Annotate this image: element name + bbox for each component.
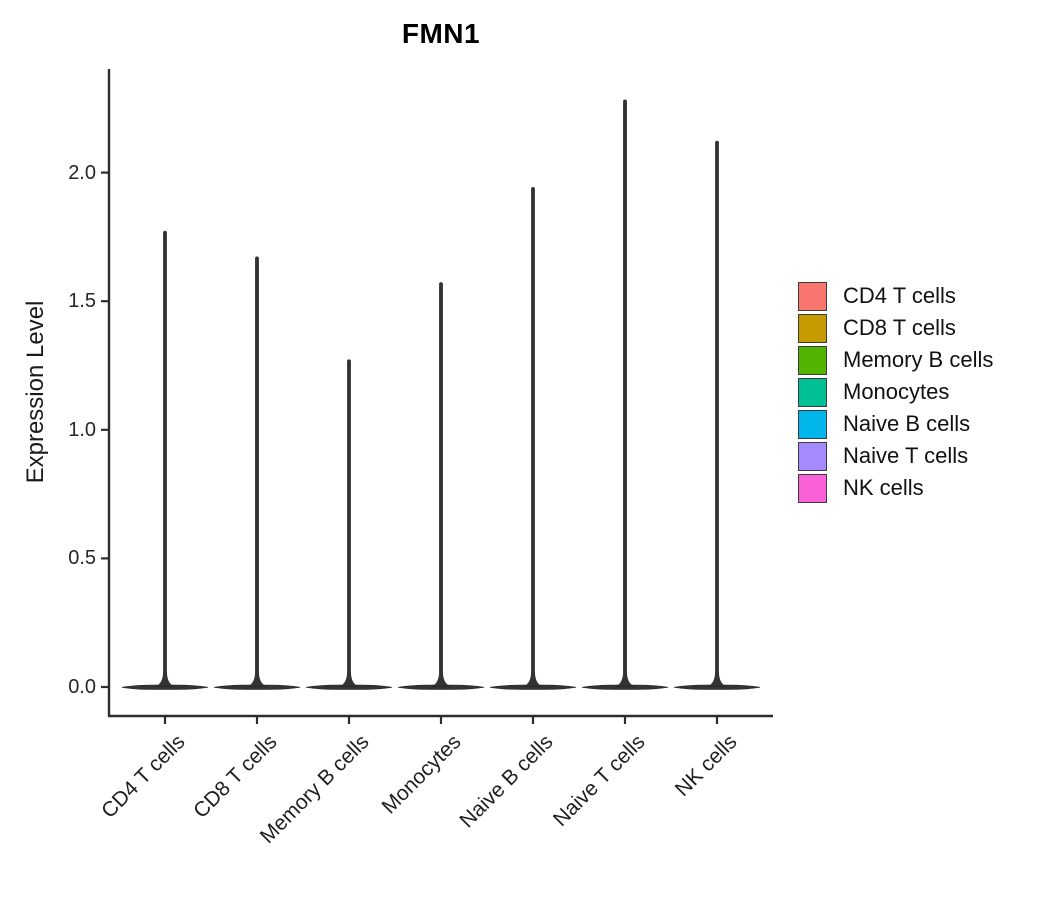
- legend-color-swatch: [798, 409, 827, 439]
- legend-color-swatch: [798, 473, 827, 503]
- y-tick-label: 0.0: [68, 676, 96, 698]
- y-tick-label: 1.0: [68, 418, 96, 441]
- legend-item-label: CD8 T cells: [843, 315, 956, 340]
- legend-color-swatch: [798, 345, 827, 375]
- violin-spike-Naive B cells: [523, 186, 543, 687]
- legend-item-label: NK cells: [843, 475, 924, 500]
- legend-color-swatch: [798, 441, 827, 471]
- violin-base-Naive B cells: [489, 684, 577, 690]
- violin-spike-NK cells: [707, 140, 727, 687]
- legend-item: CD8 T cells: [798, 313, 993, 343]
- legend-item-label: Memory B cells: [843, 347, 994, 372]
- legend-item-label: Naive T cells: [843, 443, 969, 468]
- y-tick-label: 1.5: [68, 290, 96, 313]
- y-tick-label: 0.5: [68, 547, 96, 570]
- violin-base-NK cells: [673, 684, 761, 690]
- legend-item: Monocytes: [798, 377, 993, 407]
- violin-spike-Memory B cells: [339, 359, 359, 687]
- violin-spike-CD4 T cells: [155, 230, 175, 687]
- legend-item-label: Monocytes: [843, 379, 950, 404]
- violin-base-CD4 T cells: [121, 684, 209, 690]
- violin-base-CD8 T cells: [213, 684, 301, 690]
- legend-color-swatch: [798, 377, 827, 407]
- violin-base-Naive T cells: [581, 684, 669, 690]
- legend-item: Naive B cells: [798, 409, 993, 439]
- violin-base-Monocytes: [397, 684, 485, 690]
- legend-item: NK cells: [798, 473, 993, 503]
- legend-item-label: CD4 T cells: [843, 283, 956, 308]
- legend-item: CD4 T cells: [798, 281, 993, 311]
- y-tick-label: 2.0: [68, 161, 96, 184]
- violin-spike-Naive T cells: [615, 99, 635, 687]
- legend-item-label: Naive B cells: [843, 411, 971, 436]
- violin-base-Memory B cells: [305, 684, 393, 690]
- violin-spike-Monocytes: [431, 282, 451, 687]
- legend-item: Memory B cells: [798, 345, 993, 375]
- legend-color-swatch: [798, 281, 827, 311]
- violin-spike-CD8 T cells: [247, 256, 267, 687]
- legend: CD4 T cells CD8 T cells Memory B cells Mono…: [798, 281, 993, 505]
- chart-title: FMN1: [401, 18, 481, 49]
- legend-color-swatch: [798, 313, 827, 343]
- legend-item: Naive T cells: [798, 441, 993, 471]
